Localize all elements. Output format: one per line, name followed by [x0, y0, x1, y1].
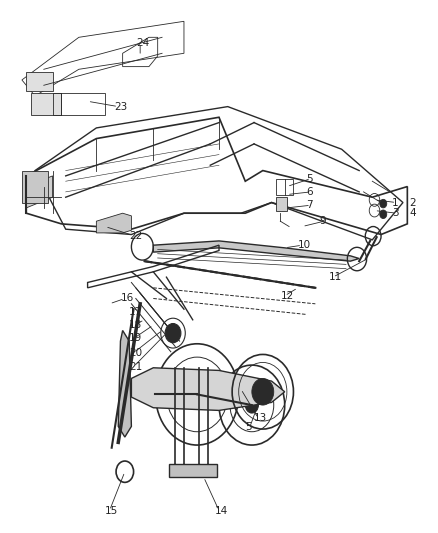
- Text: 2: 2: [410, 198, 416, 207]
- Text: 12: 12: [280, 291, 293, 301]
- Polygon shape: [96, 213, 131, 233]
- Text: 5: 5: [307, 174, 313, 183]
- Text: 7: 7: [307, 200, 313, 210]
- Text: 22: 22: [129, 231, 142, 240]
- Text: 1: 1: [392, 198, 399, 207]
- Text: 15: 15: [105, 506, 118, 515]
- Polygon shape: [118, 330, 131, 437]
- Text: 4: 4: [410, 208, 416, 218]
- Bar: [169, 464, 217, 477]
- Text: 16: 16: [120, 294, 134, 303]
- Bar: [31, 93, 61, 115]
- Text: 21: 21: [129, 362, 142, 372]
- Bar: [53, 93, 105, 115]
- Polygon shape: [131, 368, 285, 410]
- Text: 3: 3: [392, 208, 399, 218]
- Circle shape: [380, 199, 387, 208]
- Circle shape: [252, 378, 274, 405]
- Text: 6: 6: [307, 187, 313, 197]
- Bar: [276, 197, 287, 211]
- Polygon shape: [26, 176, 53, 208]
- Circle shape: [245, 397, 258, 413]
- Text: 24: 24: [136, 38, 149, 47]
- Text: 20: 20: [129, 348, 142, 358]
- Circle shape: [165, 324, 181, 343]
- Bar: [22, 171, 48, 203]
- Text: 11: 11: [328, 272, 342, 282]
- Polygon shape: [153, 241, 359, 261]
- Text: 18: 18: [129, 320, 142, 330]
- Bar: [26, 72, 53, 91]
- Text: 19: 19: [129, 334, 142, 343]
- Text: 10: 10: [298, 240, 311, 250]
- Circle shape: [380, 210, 387, 219]
- Text: 5: 5: [245, 423, 252, 432]
- Text: 14: 14: [215, 506, 228, 515]
- Text: 9: 9: [320, 216, 326, 226]
- Bar: [276, 179, 293, 195]
- Text: 23: 23: [114, 102, 127, 111]
- Text: 13: 13: [254, 414, 267, 423]
- Text: 17: 17: [129, 307, 142, 317]
